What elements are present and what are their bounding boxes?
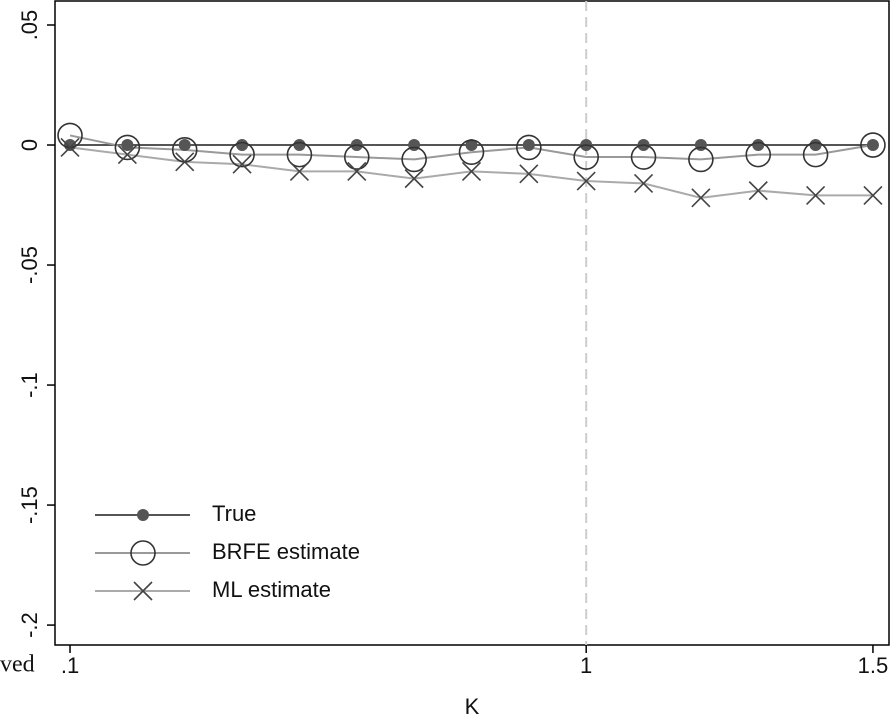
legend-label: ML estimate: [212, 577, 331, 602]
marker-x: [117, 145, 137, 165]
marker-circle: [573, 144, 599, 170]
x-tick-label: 1: [580, 653, 592, 678]
marker-dot: [809, 139, 822, 152]
marker-dot: [293, 139, 306, 152]
y-tick-label: .05: [17, 10, 42, 41]
marker-x: [806, 185, 826, 205]
marker-dot: [465, 139, 478, 152]
marker-dot: [866, 139, 879, 152]
marker-x: [461, 161, 482, 181]
marker-circle: [630, 144, 657, 170]
legend-label: True: [212, 501, 256, 526]
marker-x: [519, 164, 539, 184]
legend-marker: [137, 509, 149, 521]
marker-circle: [458, 139, 485, 166]
marker-circle: [688, 146, 714, 173]
y-tick-label: -.1: [17, 372, 42, 398]
marker-x: [576, 171, 596, 191]
marker-x: [175, 152, 195, 172]
y-tick-label: -.05: [17, 246, 42, 284]
marker-x: [60, 137, 80, 157]
marker-circle: [802, 141, 829, 168]
plot-frame: [54, 0, 890, 646]
x-tick-label: .1: [61, 653, 79, 678]
marker-circle: [114, 134, 141, 161]
marker-dot: [408, 139, 421, 152]
marker-x: [232, 154, 252, 174]
marker-dot: [64, 139, 77, 152]
marker-dot: [522, 139, 535, 152]
marker-circle: [745, 141, 772, 168]
x-tick-label: 1.5: [858, 653, 889, 678]
annotation: ved: [0, 652, 35, 678]
marker-circle: [343, 144, 370, 170]
marker-x: [289, 161, 309, 181]
marker-x: [404, 169, 424, 189]
marker-dot: [121, 139, 134, 152]
marker-dot: [694, 139, 707, 152]
legend-label: BRFE estimate: [212, 539, 360, 564]
marker-x: [633, 173, 654, 193]
y-tick-label: 0: [17, 139, 42, 151]
marker-circle: [401, 146, 427, 173]
y-tick-label: -.15: [17, 486, 42, 524]
marker-dot: [752, 139, 765, 152]
marker-circle: [860, 132, 886, 158]
series-line: [69, 134, 874, 161]
marker-dot: [236, 139, 249, 152]
marker-circle: [516, 134, 542, 161]
marker-x: [691, 188, 711, 208]
legend-marker: [133, 581, 153, 601]
marker-x: [347, 161, 367, 181]
marker-x: [748, 181, 768, 201]
marker-x: [863, 185, 883, 205]
marker-dot: [178, 139, 191, 152]
y-tick-label: -.2: [17, 612, 42, 638]
legend-marker: [130, 540, 156, 566]
marker-circle: [229, 141, 255, 168]
x-axis-label: K: [465, 694, 480, 719]
marker-circle: [286, 141, 313, 168]
